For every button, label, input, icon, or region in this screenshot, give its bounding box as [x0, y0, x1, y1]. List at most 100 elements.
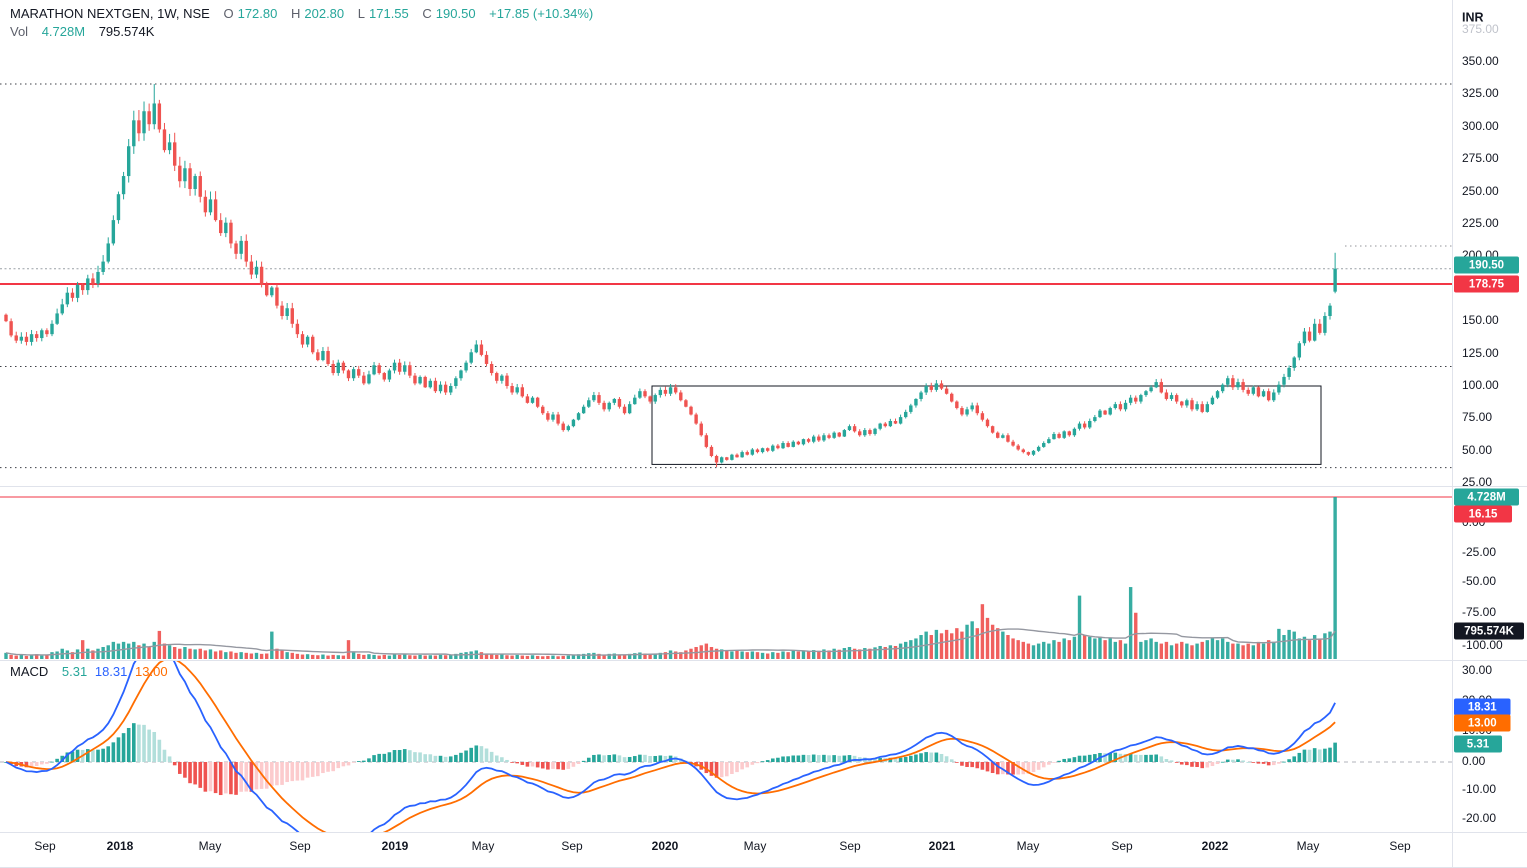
candle [500, 375, 504, 381]
macd-histogram-bar [1200, 762, 1205, 769]
macd-histogram-bar [1225, 759, 1230, 762]
axis-badge: 4.728M [1454, 488, 1519, 506]
macd-histogram-bar [218, 762, 223, 796]
candle [295, 323, 300, 335]
volume-axis-label: -50.00 [1462, 574, 1496, 588]
volume-bar [249, 653, 254, 659]
candle [1082, 423, 1087, 428]
time-axis-year-label: 2018 [107, 839, 134, 853]
volume-bar [1292, 631, 1296, 659]
macd-label: MACD [10, 664, 49, 679]
macd-histogram-bar [489, 751, 494, 762]
candle [714, 455, 719, 463]
volume-bar [525, 655, 530, 659]
candle [126, 146, 131, 177]
candle [1144, 391, 1148, 396]
volume-bar [357, 653, 361, 659]
range-box-drawing[interactable] [651, 385, 1322, 465]
volume-bar [183, 647, 187, 659]
macd-histogram-bar [1323, 748, 1327, 762]
candle [919, 392, 923, 399]
volume-bar [535, 655, 540, 659]
macd-histogram-bar [500, 757, 504, 762]
volume-bar [137, 645, 141, 659]
macd-histogram-bar [745, 762, 750, 768]
volume-bar [341, 655, 346, 659]
macd-histogram-bar [1031, 762, 1036, 773]
volume-bar [1088, 636, 1092, 659]
macd-histogram-bar [1190, 762, 1194, 767]
candle [433, 380, 438, 392]
volume-bar [622, 654, 627, 659]
volume-bar [980, 604, 985, 659]
candle [602, 402, 606, 410]
macd-histogram-bar [944, 756, 949, 762]
candle [648, 396, 652, 402]
macd-histogram-bar [771, 758, 775, 762]
macd-histogram-bar [970, 762, 974, 768]
candle [1118, 404, 1123, 410]
macd-histogram-bar [832, 755, 836, 762]
volume-bar [1154, 641, 1158, 659]
volume-bar [219, 650, 223, 659]
candle [116, 194, 121, 221]
volume-bar [750, 651, 755, 659]
candle [9, 321, 13, 336]
candle [305, 336, 310, 345]
macd-histogram-bar [70, 751, 75, 762]
volume-bar [960, 631, 964, 659]
volume-bar [290, 652, 294, 659]
time-axis[interactable]: Sep 2018 May Sep 2019 May Sep 2020 May Sep 2021 May… [34, 839, 1411, 853]
macd-histogram-bar [760, 761, 765, 762]
open-label: O [223, 6, 234, 21]
volume-layer [4, 497, 1337, 659]
candle [576, 413, 581, 420]
close-value: 190.50 [435, 6, 476, 21]
macd-histogram-bar [34, 762, 39, 767]
candle [219, 220, 223, 234]
candle [495, 373, 499, 381]
low-label: L [357, 6, 365, 21]
candle [745, 452, 749, 455]
volume-bar [791, 650, 795, 659]
macd-histogram-bar [1266, 762, 1271, 766]
macd-histogram-bar [479, 746, 484, 762]
volume-bar [1077, 595, 1082, 659]
macd-histogram-bar [586, 757, 591, 762]
macd-axis-label: -10.00 [1462, 782, 1496, 796]
volume-bar [975, 628, 979, 659]
axis-badge-text: 16.15 [1469, 509, 1498, 521]
price-axis-label: 300.00 [1462, 119, 1499, 133]
volume-bar [300, 654, 305, 659]
candle [300, 334, 305, 345]
candle [397, 362, 402, 372]
axis-badge-text: 795.574K [1464, 626, 1515, 638]
macd-histogram-bar [336, 762, 341, 769]
volume-bar [837, 649, 841, 659]
macd-histogram-bar [1164, 759, 1169, 762]
candle [137, 120, 141, 134]
macd-histogram-bar [167, 756, 172, 762]
macd-histogram-bar [418, 752, 422, 762]
volume-bar [904, 641, 908, 659]
candle [403, 365, 407, 372]
volume-bar [771, 652, 775, 659]
volume-bar [101, 647, 105, 659]
macd-histogram-bar [755, 762, 760, 764]
volume-bar [321, 654, 325, 659]
time-axis-year-label: 2022 [1202, 839, 1229, 853]
volume-bar [1236, 643, 1240, 659]
macd-histogram-bar [1292, 756, 1297, 762]
macd-histogram-bar [377, 753, 381, 762]
candle [1266, 391, 1271, 401]
macd-histogram-bar [730, 762, 734, 775]
candle [709, 446, 714, 456]
candle [1149, 387, 1153, 392]
candle [1006, 435, 1010, 442]
candle [704, 435, 709, 447]
volume-bar [939, 633, 944, 659]
volume-value: 795.574K [98, 24, 155, 39]
